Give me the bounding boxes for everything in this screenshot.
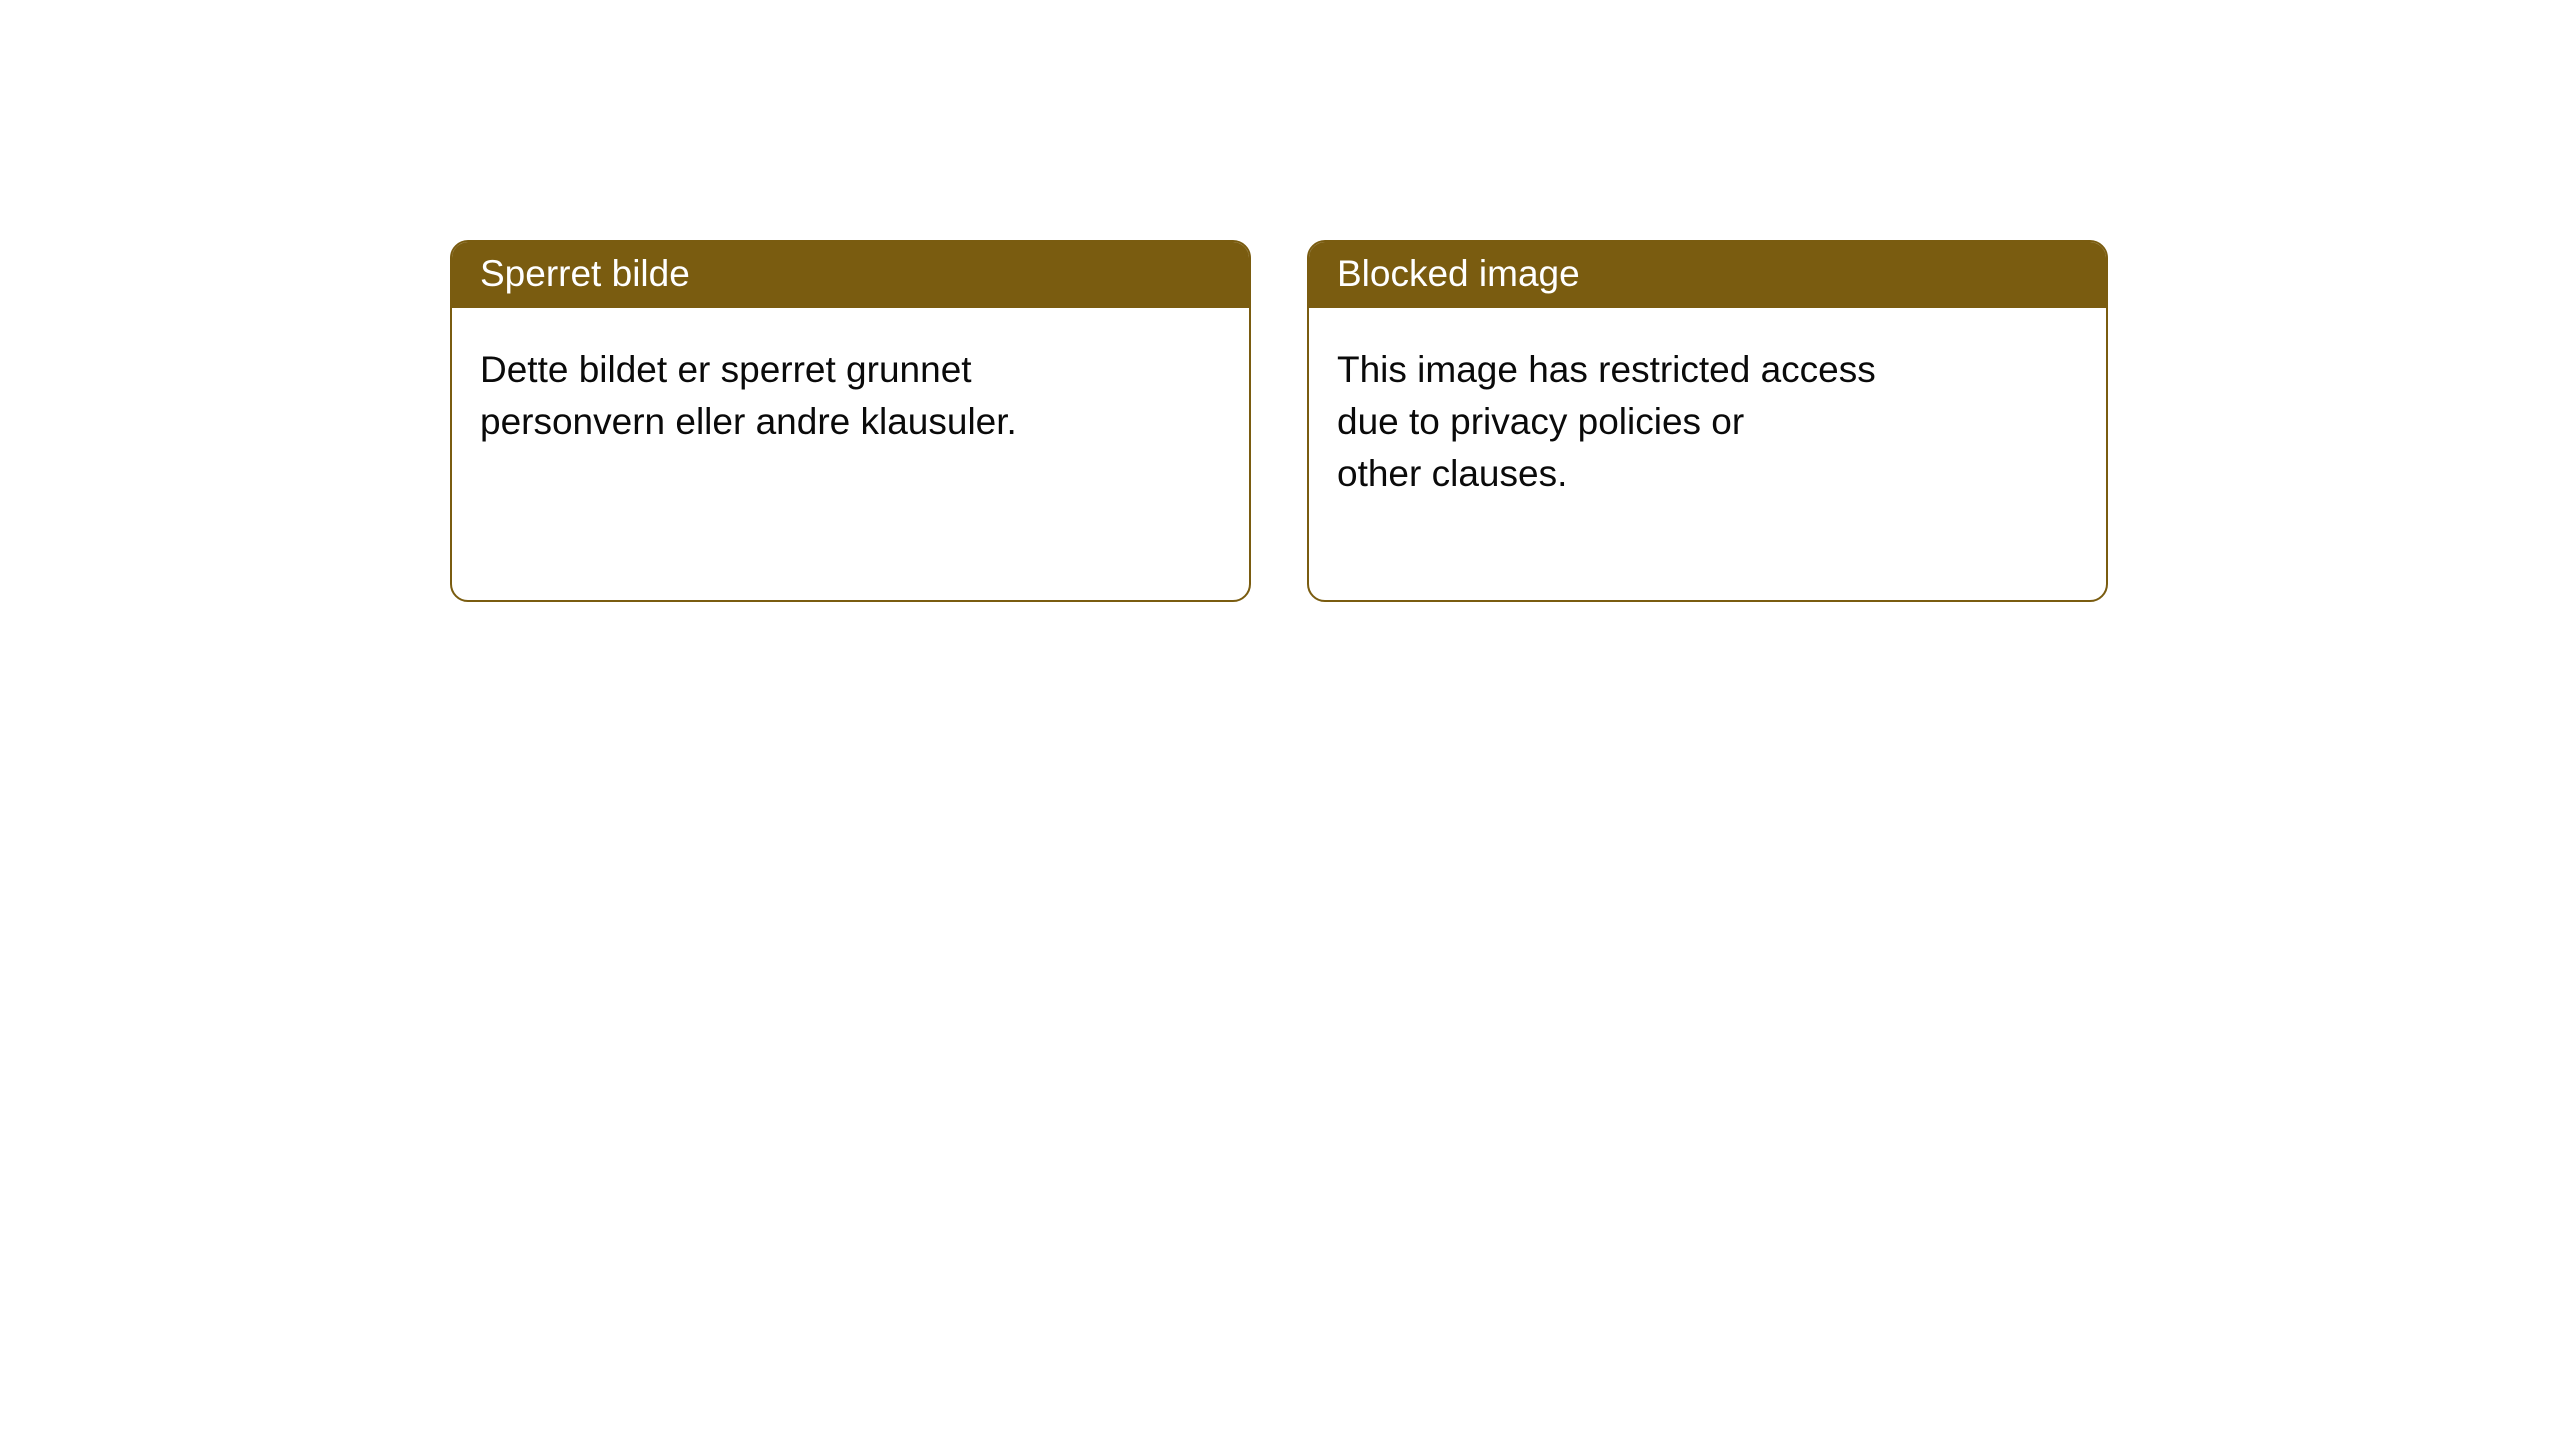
- card-body-en: This image has restricted access due to …: [1309, 308, 2106, 599]
- blocked-image-card-en: Blocked image This image has restricted …: [1307, 240, 2108, 602]
- card-body-no-line2: personvern eller andre klausuler.: [480, 396, 1221, 448]
- card-body-no-line1: Dette bildet er sperret grunnet: [480, 344, 1221, 396]
- card-body-en-line2: due to privacy policies or: [1337, 396, 2078, 448]
- card-title-no: Sperret bilde: [452, 242, 1249, 308]
- card-body-en-line3: other clauses.: [1337, 448, 2078, 500]
- blocked-image-notices: Sperret bilde Dette bildet er sperret gr…: [450, 240, 2560, 602]
- card-body-en-line1: This image has restricted access: [1337, 344, 2078, 396]
- card-title-en: Blocked image: [1309, 242, 2106, 308]
- blocked-image-card-no: Sperret bilde Dette bildet er sperret gr…: [450, 240, 1251, 602]
- card-body-no: Dette bildet er sperret grunnet personve…: [452, 308, 1249, 548]
